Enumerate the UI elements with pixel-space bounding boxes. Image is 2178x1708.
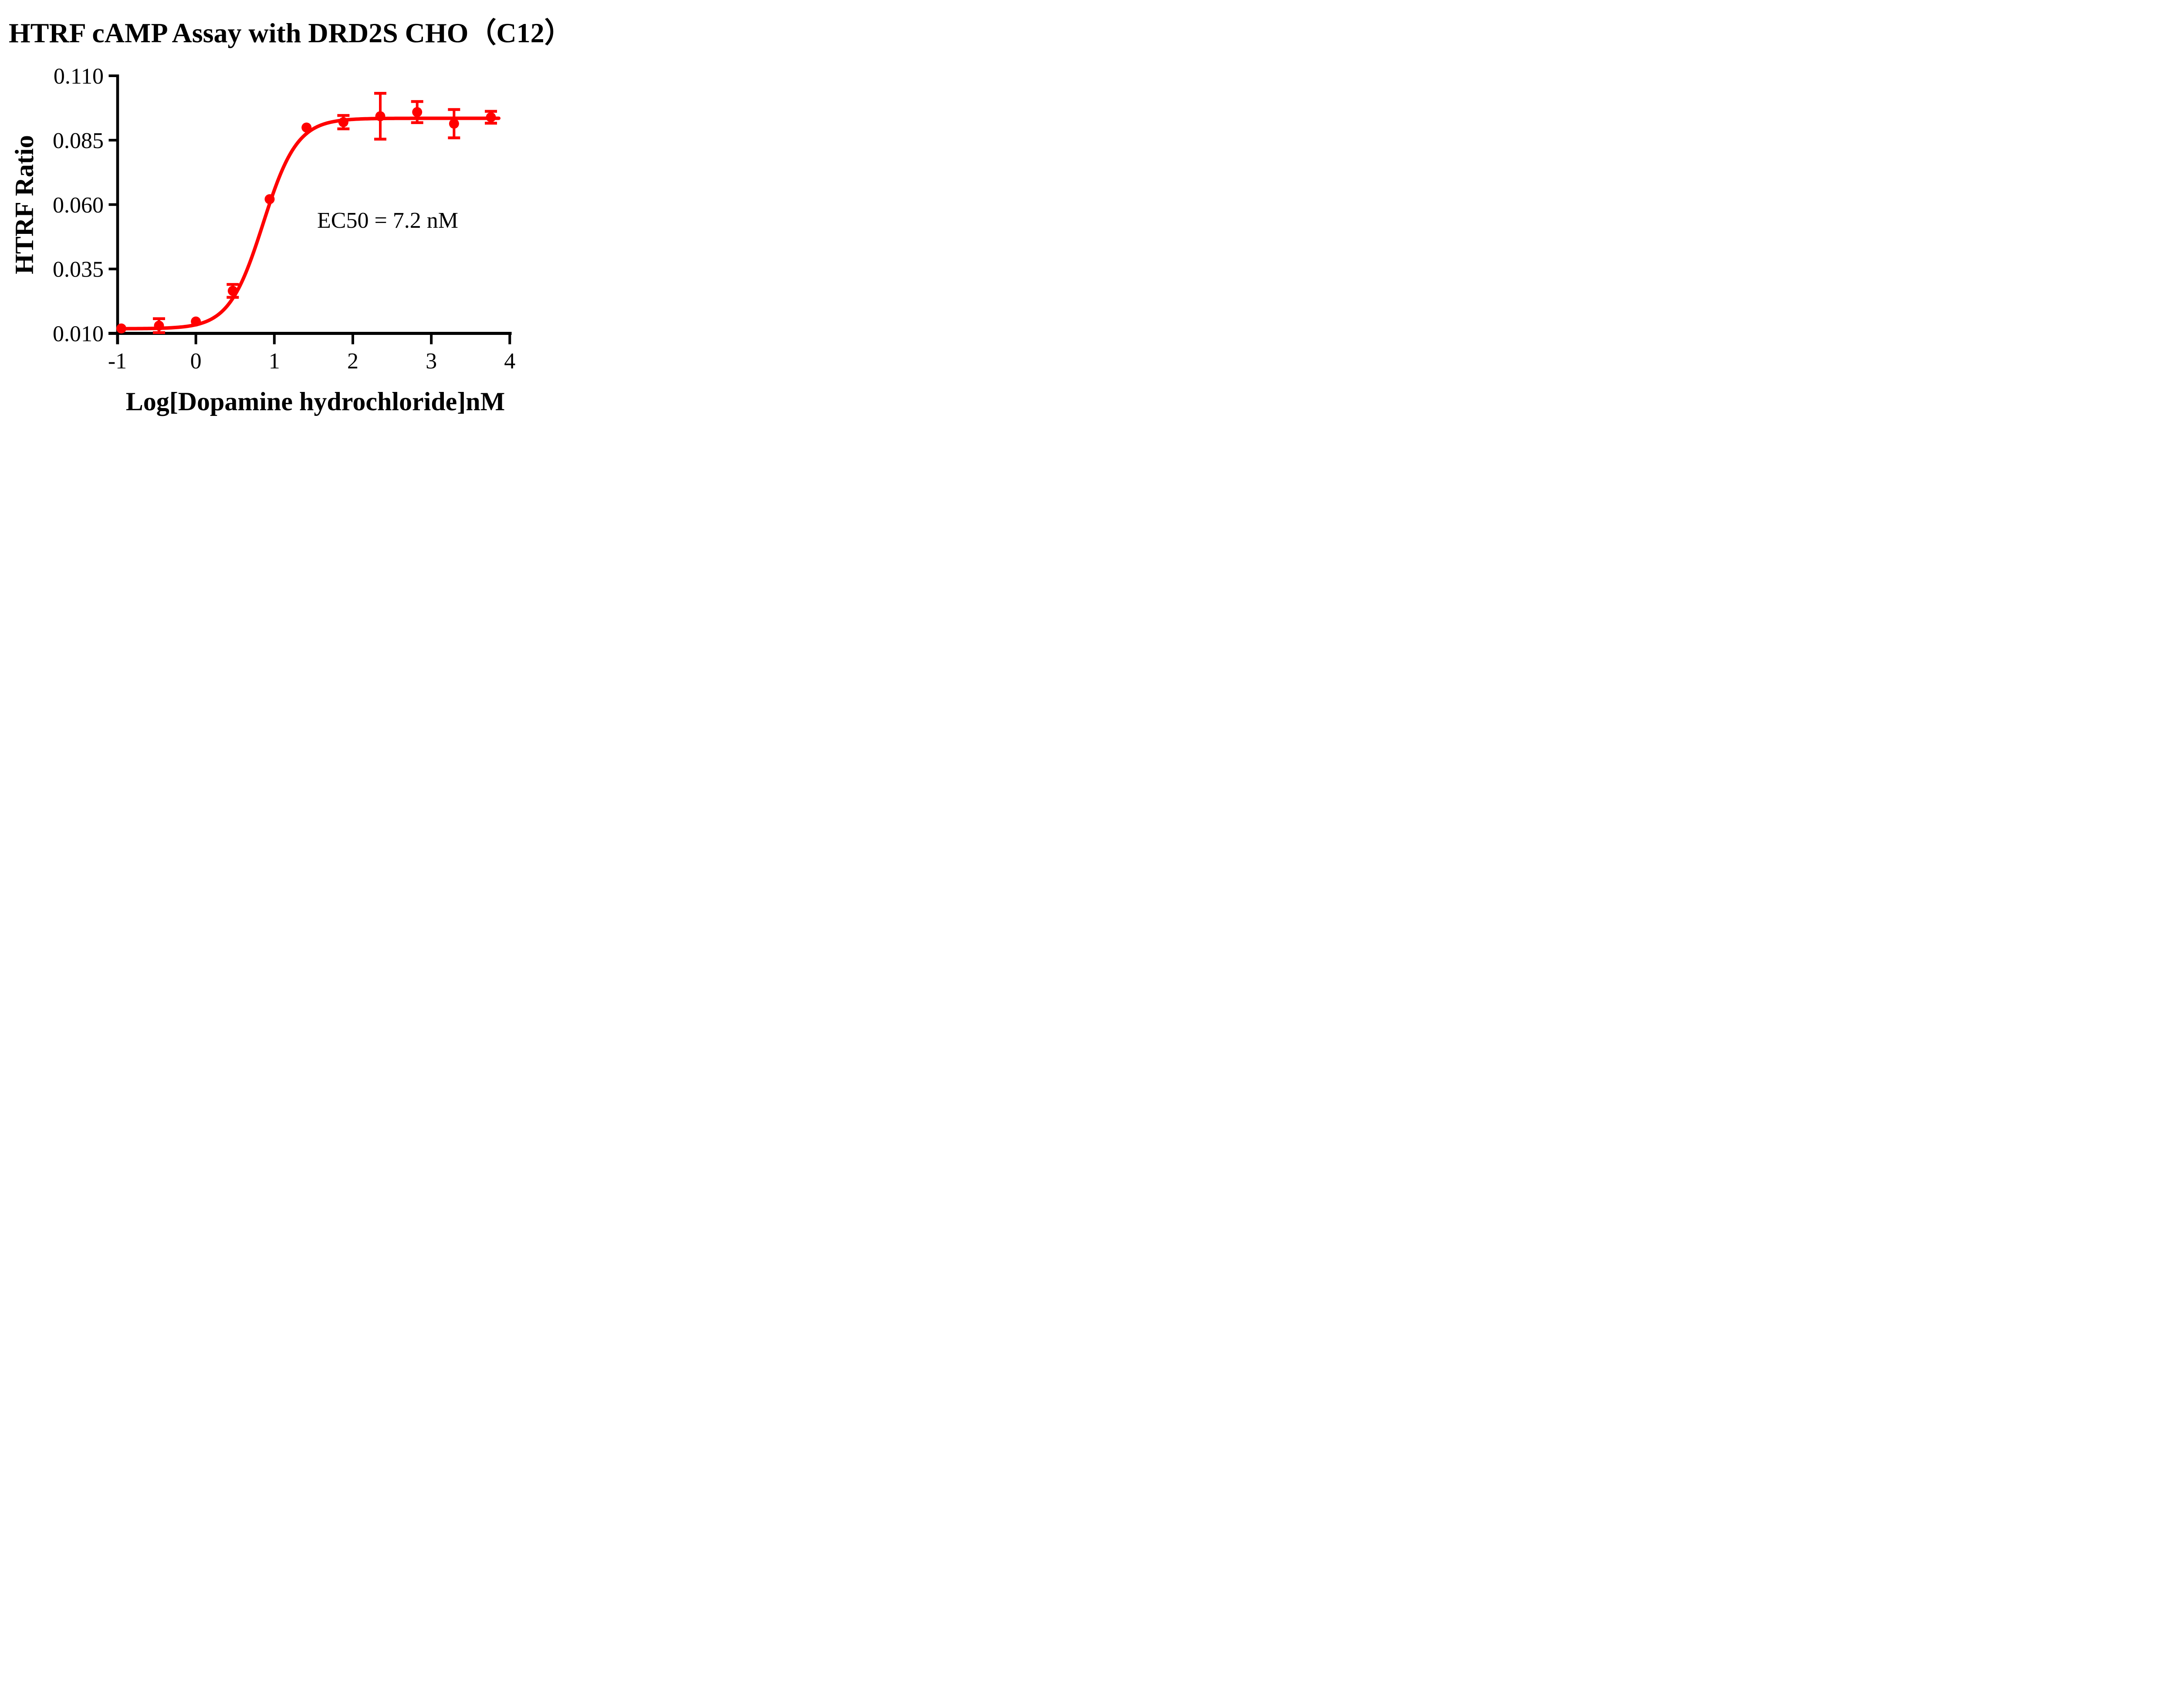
data-point	[154, 321, 164, 331]
y-tick-label: 0.110	[54, 64, 104, 89]
y-tick-label: 0.060	[53, 193, 104, 218]
data-point	[338, 117, 348, 127]
y-tick-label: 0.085	[53, 128, 104, 153]
y-tick-label: 0.035	[53, 257, 104, 282]
ec50-annotation: EC50 = 7.2 nM	[317, 208, 459, 233]
plot-area: 0.010 0.035 0.060 0.085 0.110 -1 0 1 2 3 4	[53, 64, 515, 374]
x-tick-label: 3	[426, 349, 437, 374]
data-point	[264, 194, 275, 204]
x-tick-label: 1	[269, 349, 280, 374]
y-tick-label: 0.010	[53, 322, 104, 347]
data-point	[375, 111, 386, 122]
x-axis-title: Log[Dopamine hydrochloride]nM	[125, 387, 505, 416]
chart-title: HTRF cAMP Assay with DRD2S CHO（C12）	[9, 17, 572, 48]
data-point	[116, 323, 127, 334]
fit-curve	[118, 116, 501, 331]
data-point	[486, 112, 496, 122]
figure: HTRF cAMP Assay with DRD2S CHO（C12） HTRF…	[0, 0, 579, 427]
data-point	[449, 118, 459, 129]
x-tick-label: 2	[347, 349, 358, 374]
x-tick-label: -1	[108, 349, 127, 374]
x-tick-label: 0	[190, 349, 202, 374]
data-point	[412, 107, 423, 117]
data-point	[301, 122, 312, 133]
data-point	[191, 316, 201, 327]
data-point	[227, 286, 238, 296]
x-tick-label: 4	[504, 349, 515, 374]
